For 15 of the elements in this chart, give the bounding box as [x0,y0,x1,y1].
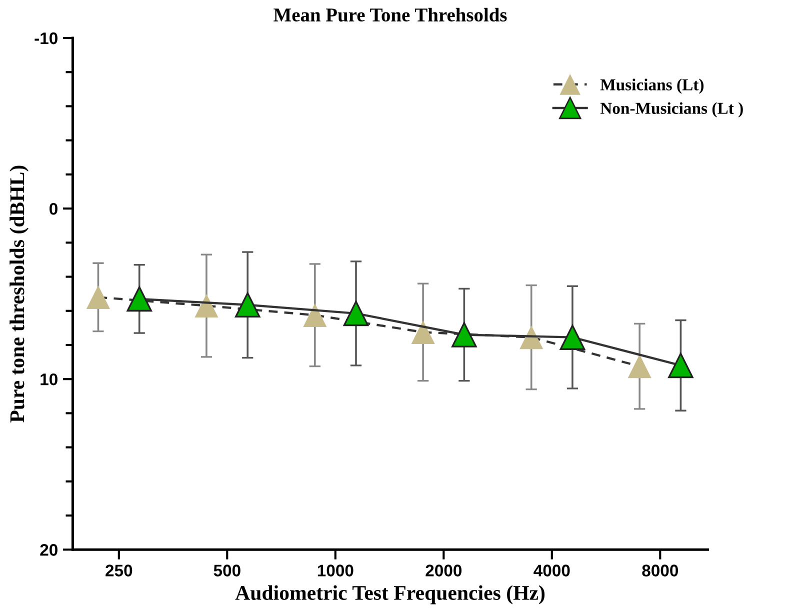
y-tick-label: -10 [34,32,58,44]
x-tick-label: 2000 [426,564,462,576]
x-tick-label: 500 [214,564,240,576]
x-tick-label: 4000 [534,564,570,576]
y-tick-label: 0 [50,202,58,215]
chart-title: Mean Pure Tone Threhsolds [274,8,507,22]
legend-label: Musicians (Lt) [600,78,704,94]
y-tick-label: 20 [40,544,58,556]
x-tick-label: 1000 [318,564,354,576]
y-tick-label: 10 [40,373,58,386]
legend-label: Non-Musicians (Lt ) [600,102,743,118]
x-tick-label: 8000 [642,564,678,576]
x-tick-label: 250 [106,564,132,576]
y-axis-title: Pure tone thresholds (dBHL) [10,166,28,422]
x-axis-title: Audiometric Test Frequencies (Hz) [235,585,545,604]
